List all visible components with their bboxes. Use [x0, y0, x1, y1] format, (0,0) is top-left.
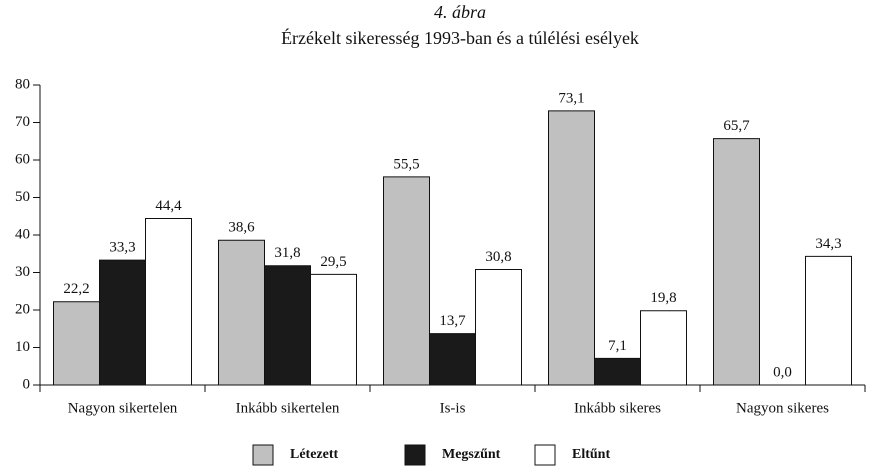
- bar: [548, 110, 595, 386]
- legend-swatch: [252, 444, 274, 466]
- legend-label: Létezett: [290, 447, 339, 462]
- bar: [310, 273, 357, 386]
- value-label: 34,3: [815, 236, 841, 252]
- y-tick-label: 70: [15, 114, 30, 130]
- bar: [383, 176, 430, 386]
- bar: [53, 301, 100, 386]
- value-label: 22,2: [63, 281, 89, 297]
- bar: [713, 138, 760, 386]
- bar: [429, 333, 476, 386]
- y-tick-label: 40: [15, 226, 30, 242]
- y-tick-label: 60: [15, 151, 30, 167]
- value-label: 0,0: [773, 364, 792, 380]
- legend-label: Eltűnt: [572, 447, 610, 462]
- bar: [264, 265, 311, 386]
- x-tick-label: Inkább sikertelen: [236, 400, 340, 416]
- value-label: 65,7: [723, 118, 750, 134]
- y-tick-label: 0: [23, 376, 31, 392]
- bar: [145, 218, 192, 386]
- value-label: 33,3: [109, 240, 135, 256]
- value-label: 44,4: [155, 198, 182, 214]
- chart-subtitle: Érzékelt sikeresség 1993-ban és a túlélé…: [281, 27, 639, 48]
- legend-swatch: [534, 444, 556, 466]
- bar: [640, 310, 687, 386]
- bar: [218, 239, 265, 386]
- x-tick-label: Is-is: [440, 400, 466, 416]
- bar: [805, 255, 852, 386]
- value-label: 38,6: [228, 220, 255, 236]
- y-tick-label: 80: [15, 76, 30, 92]
- bar: [99, 259, 146, 386]
- value-label: 7,1: [608, 338, 627, 354]
- y-tick-label: 20: [15, 301, 30, 317]
- value-label: 13,7: [439, 313, 466, 329]
- chart-title: 4. ábra: [434, 2, 486, 22]
- x-tick-label: Nagyon sikertelen: [68, 400, 178, 416]
- value-label: 31,8: [274, 245, 300, 261]
- value-label: 30,8: [485, 249, 511, 265]
- y-tick-label: 50: [15, 189, 30, 205]
- legend-label: Megszűnt: [442, 447, 501, 462]
- value-label: 19,8: [650, 290, 676, 306]
- x-tick-label: Nagyon sikeres: [736, 400, 829, 416]
- value-label: 73,1: [558, 90, 584, 106]
- legend-swatch: [404, 444, 426, 466]
- x-tick-label: Inkább sikeres: [574, 400, 661, 416]
- y-tick-label: 10: [15, 339, 30, 355]
- bar: [594, 357, 641, 386]
- value-label: 55,5: [393, 156, 419, 172]
- value-label: 29,5: [320, 254, 346, 270]
- y-tick-label: 30: [15, 264, 30, 280]
- bar: [475, 269, 522, 386]
